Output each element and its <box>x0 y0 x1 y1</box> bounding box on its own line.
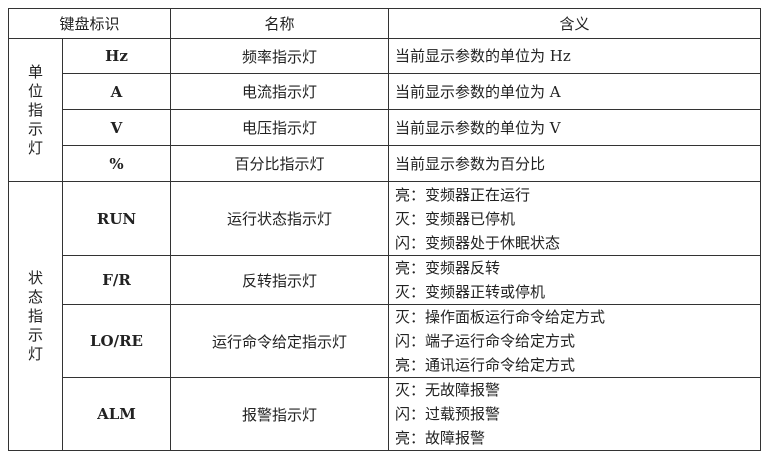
meaning-line: 闪：过载预报警 <box>395 405 501 423</box>
table-row: 状态指示灯 RUN 运行状态指示灯 亮：变频器正在运行 灭：变频器已停机 闪：变频器处于休… <box>8 181 761 451</box>
table-row: 单位指示灯 Hz 频率指示灯 当前显示参数的单位为 Hz <box>8 38 761 182</box>
group-label-char: 指 <box>27 100 43 119</box>
name-cell: 报警指示灯 <box>170 377 389 451</box>
header-key: 键盘标识 <box>8 8 171 39</box>
header-meaning: 含义 <box>388 8 761 39</box>
group-label-char: 态 <box>27 287 43 306</box>
group-label-char: 指 <box>27 306 43 325</box>
meaning-cell: 当前显示参数的单位为 V <box>388 109 761 146</box>
table-row: F/R 反转指示灯 亮：变频器反转灭：变频器正转或停机 <box>9 255 761 305</box>
meaning-line: 灭：操作面板运行命令给定方式 <box>395 308 606 326</box>
group-label: 单位指示灯 <box>8 38 63 182</box>
meaning-line: 当前显示参数的单位为 A <box>395 82 561 101</box>
name-cell: 百分比指示灯 <box>170 145 389 182</box>
meaning-cell: 亮：变频器反转灭：变频器正转或停机 <box>388 255 761 305</box>
group-label-char: 示 <box>27 119 43 138</box>
key-cell: RUN <box>62 181 171 256</box>
key-cell: % <box>62 145 171 182</box>
group-label: 状态指示灯 <box>8 181 63 451</box>
table-row: LO/RE 运行命令给定指示灯 灭：操作面板运行命令给定方式 闪：端子运行命令给定方式… <box>9 304 761 378</box>
name-cell: 反转指示灯 <box>170 255 389 305</box>
meaning-line: 灭：无故障报警 <box>395 381 501 399</box>
table-row: A 电流指示灯 当前显示参数的单位为 A <box>9 73 761 110</box>
key-cell: V <box>62 109 171 146</box>
meaning-cell: 当前显示参数的单位为 Hz <box>388 38 761 74</box>
meaning-line: 闪：端子运行命令给定方式 <box>395 332 576 350</box>
key-cell: Hz <box>62 38 171 74</box>
meaning-cell: 灭：无故障报警 闪：过载预报警 亮：故障报警 <box>388 377 761 451</box>
group-label-char: 示 <box>27 325 43 344</box>
name-cell: 电压指示灯 <box>170 109 389 146</box>
meaning-line: 当前显示参数的单位为 Hz <box>395 47 571 65</box>
meaning-cell: 亮：变频器正在运行 灭：变频器已停机闪：变频器处于休眠状态 <box>388 181 761 256</box>
group-label-char: 状 <box>27 268 43 287</box>
header-row: 键盘标识 名称 含义 <box>8 8 761 39</box>
table-row: % 百分比指示灯 当前显示参数为百分比 <box>9 145 761 182</box>
meaning-line: 当前显示参数为百分比 <box>395 154 546 173</box>
group-label-char: 单 <box>27 62 43 81</box>
meaning-line: 当前显示参数的单位为 V <box>395 118 561 137</box>
group-label-char: 灯 <box>27 138 43 157</box>
key-cell: A <box>62 73 171 110</box>
header-name: 名称 <box>170 8 389 39</box>
meaning-cell: 当前显示参数的单位为 A <box>388 73 761 110</box>
meaning-line: 闪：变频器处于休眠状态 <box>395 233 561 252</box>
meaning-line: 亮：故障报警 <box>395 429 486 447</box>
meaning-line: 亮：通讯运行命令给定方式 <box>395 356 576 374</box>
meaning-cell: 当前显示参数为百分比 <box>388 145 761 182</box>
meaning-line: 灭：变频器正转或停机 <box>395 283 546 301</box>
key-cell: LO/RE <box>62 304 171 378</box>
name-cell: 频率指示灯 <box>170 38 389 74</box>
indicator-table: 键盘标识 名称 含义 单位指示灯 Hz 频率指示灯 当前显示参数的单位为 Hz A 电流指… <box>8 8 761 451</box>
table-row: V 电压指示灯 当前显示参数的单位为 V <box>9 109 761 146</box>
table-row: ALM 报警指示灯 灭：无故障报警 闪：过载预报警 亮：故障报警 <box>9 377 761 451</box>
meaning-line: 灭：变频器已停机 <box>395 209 516 228</box>
meaning-line: 亮：变频器反转 <box>395 259 501 277</box>
name-cell: 运行状态指示灯 <box>170 181 389 256</box>
meaning-cell: 灭：操作面板运行命令给定方式 闪：端子运行命令给定方式 亮：通讯运行命令给定方式 <box>388 304 761 378</box>
meaning-line: 亮：变频器正在运行 <box>395 185 531 204</box>
group-label-char: 灯 <box>27 344 43 363</box>
key-cell: F/R <box>62 255 171 305</box>
name-cell: 电流指示灯 <box>170 73 389 110</box>
key-cell: ALM <box>62 377 171 451</box>
name-cell: 运行命令给定指示灯 <box>170 304 389 378</box>
group-label-char: 位 <box>27 81 43 100</box>
